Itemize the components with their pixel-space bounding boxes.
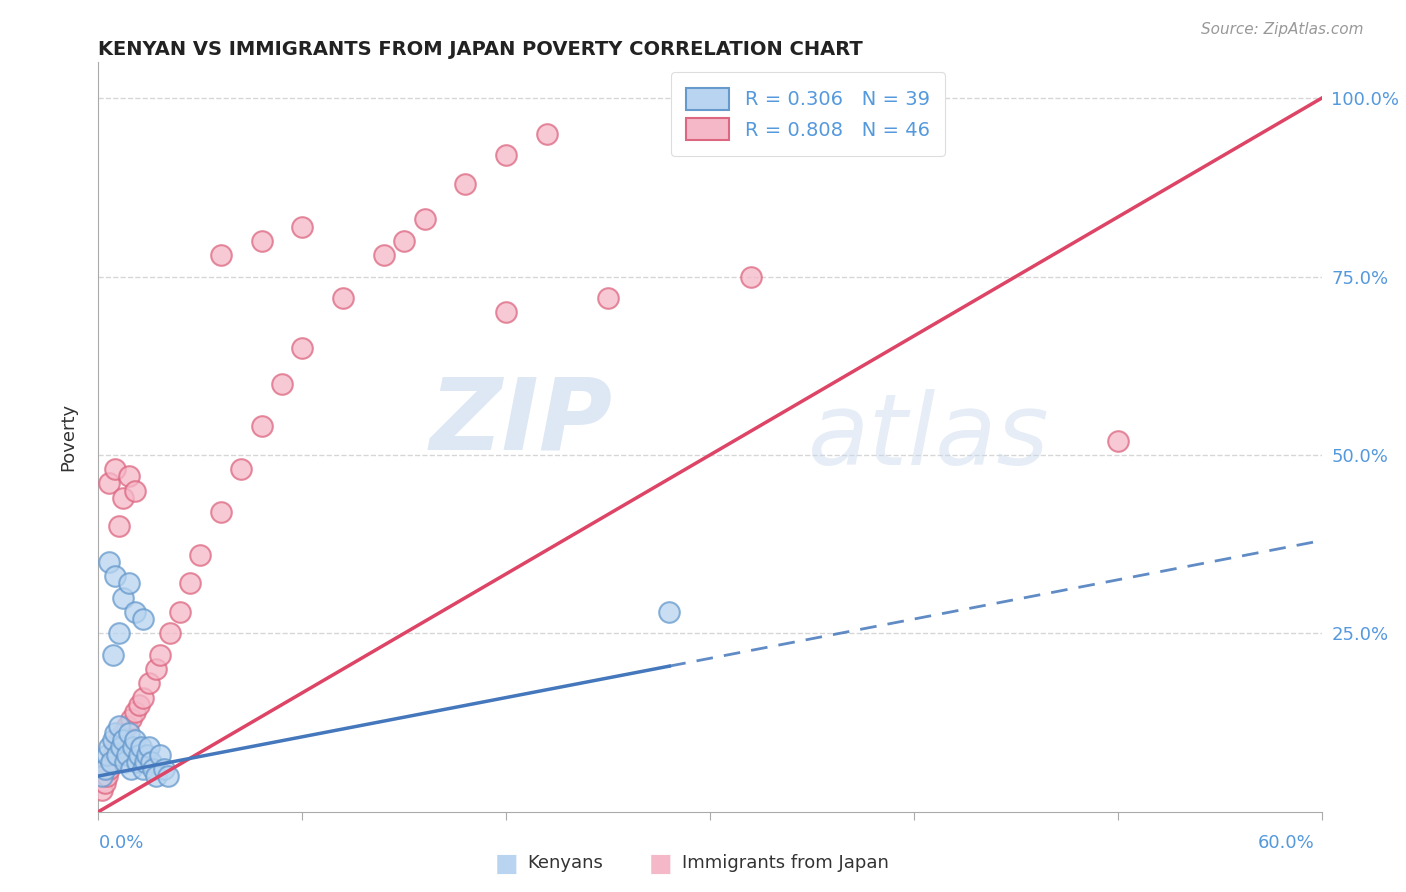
Point (128, 698, 150, 712)
Text: KENYAN VS IMMIGRANTS FROM JAPAN POVERTY CORRELATION CHART: KENYAN VS IMMIGRANTS FROM JAPAN POVERTY … (98, 40, 863, 59)
Point (104, 726, 127, 740)
Point (740, 269, 762, 284)
Point (124, 605, 146, 619)
Text: Kenyans: Kenyans (527, 855, 603, 872)
Point (115, 747, 138, 762)
Point (231, 462, 253, 476)
Point (169, 605, 191, 619)
Point (149, 747, 172, 762)
Point (124, 733, 146, 747)
Point (104, 569, 127, 583)
Point (118, 726, 141, 740)
Point (93, 762, 115, 776)
Point (159, 626, 181, 640)
Point (1107, 434, 1129, 448)
Point (97, 762, 120, 776)
Text: 60.0%: 60.0% (1258, 834, 1315, 852)
Point (122, 740, 145, 755)
Point (120, 712, 142, 726)
Point (97, 555, 120, 569)
Point (209, 505, 232, 519)
Point (598, 291, 620, 305)
Point (111, 591, 134, 605)
Point (91, 769, 114, 783)
Legend: R = 0.306   N = 39, R = 0.808   N = 46: R = 0.306 N = 39, R = 0.808 N = 46 (671, 72, 945, 156)
Text: 0.0%: 0.0% (98, 834, 143, 852)
Point (270, 376, 294, 391)
Point (134, 755, 156, 769)
Point (132, 762, 155, 776)
Point (413, 212, 436, 227)
Point (108, 719, 131, 733)
Point (392, 234, 416, 248)
Point (250, 419, 273, 434)
Point (110, 740, 132, 755)
Point (91, 783, 114, 797)
Point (108, 519, 131, 533)
Point (127, 755, 149, 769)
Point (454, 177, 477, 191)
Text: ■: ■ (650, 852, 672, 875)
Point (156, 769, 179, 783)
Point (179, 576, 201, 591)
Point (129, 740, 152, 755)
Point (142, 762, 165, 776)
Point (108, 626, 131, 640)
Point (120, 762, 142, 776)
Point (138, 740, 160, 755)
Point (536, 127, 558, 141)
Point (97, 476, 120, 491)
Point (495, 305, 517, 319)
Point (111, 726, 134, 740)
Point (291, 219, 314, 234)
Point (145, 662, 167, 676)
Point (111, 733, 134, 747)
Y-axis label: Poverty: Poverty (59, 403, 77, 471)
Point (118, 469, 141, 483)
Point (658, 605, 681, 619)
Point (108, 733, 131, 747)
Text: Source: ZipAtlas.com: Source: ZipAtlas.com (1201, 22, 1364, 37)
Text: ■: ■ (495, 852, 517, 875)
Point (104, 462, 127, 476)
Point (128, 747, 150, 762)
Point (332, 291, 354, 305)
Point (114, 755, 136, 769)
Point (100, 755, 122, 769)
Point (96, 769, 118, 783)
Text: ZIP: ZIP (429, 374, 612, 471)
Point (124, 483, 146, 498)
Point (145, 769, 167, 783)
Point (124, 705, 146, 719)
Point (100, 755, 122, 769)
Point (132, 690, 155, 705)
Point (495, 148, 517, 162)
Point (291, 341, 314, 355)
Point (101, 733, 124, 747)
Point (209, 248, 232, 262)
Point (97, 740, 120, 755)
Point (111, 491, 134, 505)
Point (101, 648, 124, 662)
Point (136, 747, 159, 762)
Point (115, 719, 138, 733)
Text: atlas: atlas (808, 389, 1049, 485)
Point (101, 747, 124, 762)
Point (373, 248, 395, 262)
Point (141, 755, 163, 769)
Point (118, 576, 141, 591)
Point (96, 747, 118, 762)
Point (149, 648, 172, 662)
Point (93, 776, 115, 790)
Point (250, 234, 273, 248)
Point (188, 548, 212, 562)
Point (105, 747, 128, 762)
Point (132, 612, 155, 626)
Point (152, 762, 174, 776)
Point (104, 740, 127, 755)
Point (138, 676, 160, 690)
Text: Immigrants from Japan: Immigrants from Japan (682, 855, 889, 872)
